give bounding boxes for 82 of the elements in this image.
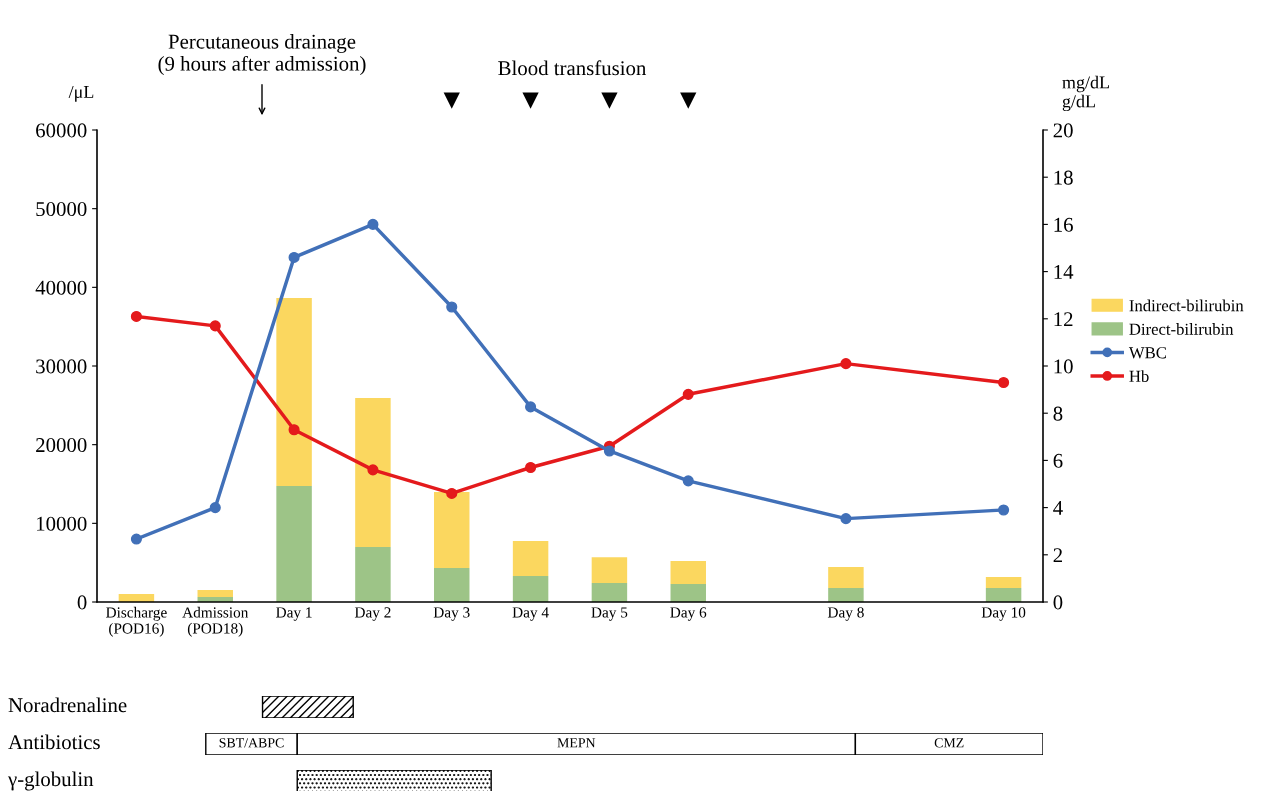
bar — [591, 557, 628, 584]
text: ▼ — [601, 92, 618, 109]
y-tick-label: 10000 — [37, 516, 87, 531]
bar — [828, 567, 864, 589]
bar — [434, 568, 470, 602]
legend-label: Direct-bilirubin — [1129, 323, 1234, 335]
legend-label: WBC — [1128, 347, 1166, 359]
y2-tick-label: 10 — [1054, 359, 1073, 374]
x-tick-label: Day 2 — [354, 607, 391, 621]
y-tick-label: 30000 — [36, 359, 87, 374]
x-tick-label: Day 1 — [276, 607, 312, 621]
point — [682, 475, 694, 487]
bar — [985, 588, 1022, 602]
x-tick-label: Day 8 — [827, 607, 864, 621]
text: Percutaneous drainage (9 hours after admission) — [158, 34, 366, 75]
point — [525, 461, 537, 474]
text: ▼ — [443, 92, 460, 109]
x-tick-label: Day 3 — [433, 607, 470, 621]
text: ▼ — [680, 92, 697, 109]
point — [209, 320, 221, 332]
bar — [276, 485, 312, 602]
y-tick-label: 20000 — [36, 438, 87, 453]
x-tick-label: Admission (POD18) — [182, 606, 249, 637]
point — [840, 358, 852, 370]
point — [603, 445, 615, 457]
y-axis-title: /μL — [68, 85, 94, 102]
point — [288, 424, 300, 436]
text: γ-globulin — [7, 771, 94, 791]
bar — [355, 547, 391, 602]
y2-tick-label: 12 — [1054, 312, 1073, 327]
point — [446, 487, 458, 499]
y-tick-label: 0 — [77, 595, 87, 610]
text: Antibiotics — [8, 734, 100, 750]
point — [288, 251, 300, 263]
y2-tick-label: 6 — [1053, 453, 1063, 468]
legend-label: Hb — [1129, 370, 1149, 382]
text: CMZ — [934, 738, 964, 748]
bar — [985, 576, 1022, 589]
point — [367, 218, 379, 230]
y2-tick-label: 18 — [1054, 170, 1073, 185]
point — [998, 504, 1010, 516]
x-tick-label: Day 6 — [670, 607, 707, 621]
y2-tick-label: 16 — [1054, 217, 1073, 232]
y2-tick-label: 0 — [1053, 595, 1063, 610]
point — [130, 533, 142, 545]
bar — [197, 589, 233, 598]
x-tick-label: Day 4 — [512, 607, 549, 621]
legend-label: Indirect-bilirubin — [1129, 299, 1244, 312]
y2-tick-label: 2 — [1053, 548, 1062, 563]
point — [682, 388, 694, 400]
bar — [512, 541, 549, 577]
bar — [276, 298, 312, 486]
y2-tick-label: 14 — [1054, 265, 1074, 279]
point — [840, 513, 852, 525]
y2-axis-title: mg/dL g/dL — [1062, 75, 1109, 112]
x-tick-label: Discharge (POD16) — [106, 606, 167, 637]
point — [525, 401, 537, 413]
x-tick-label: Day 5 — [591, 607, 628, 621]
text: Blood transfusion — [498, 60, 647, 76]
bar — [828, 588, 864, 602]
text: MEPN — [557, 738, 596, 748]
bar — [434, 492, 470, 569]
bar — [355, 398, 391, 548]
point — [446, 301, 458, 313]
y-tick-label: 50000 — [36, 202, 87, 217]
text: Noradrenaline — [8, 697, 127, 713]
point — [209, 502, 221, 514]
point — [998, 376, 1010, 389]
bar — [670, 584, 706, 602]
text: SBT/ABPC — [219, 738, 284, 748]
text: ▼ — [522, 92, 539, 109]
y2-tick-label: 4 — [1053, 501, 1063, 515]
point — [367, 464, 379, 476]
bar — [670, 560, 706, 585]
y2-tick-label: 8 — [1053, 406, 1063, 421]
y-tick-label: 60000 — [36, 123, 87, 138]
bar — [591, 583, 628, 602]
y-tick-label: 40000 — [35, 280, 87, 295]
bar — [512, 576, 549, 602]
x-tick-label: Day 10 — [981, 607, 1026, 621]
y2-tick-label: 20 — [1053, 123, 1073, 138]
point — [130, 310, 142, 322]
